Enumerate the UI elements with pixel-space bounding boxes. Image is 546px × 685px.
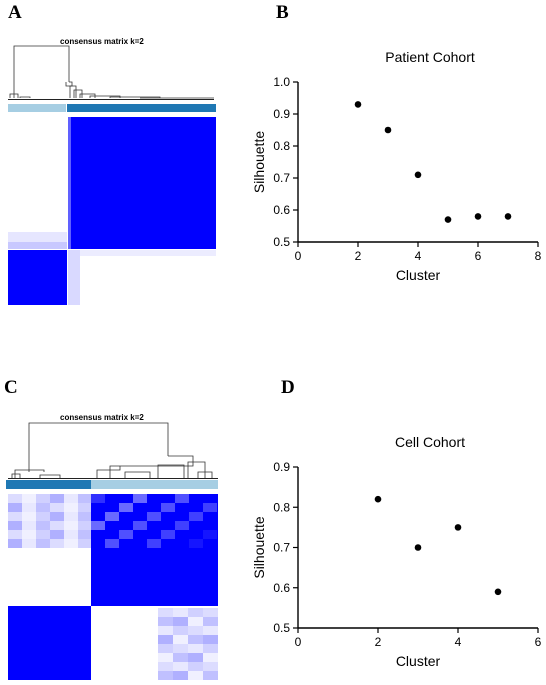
patient-chart-x-tick-label: 6: [475, 249, 482, 263]
cell-chart-point: [414, 544, 422, 551]
cluster-bar-c-light: [91, 480, 218, 489]
cell-chart-y-tick-label: 0.9: [273, 460, 290, 474]
cell-chart-point: [374, 495, 382, 503]
cell-chart-x-tick-label: 4: [455, 635, 462, 649]
consensus-title-a: consensus matrix k=2: [60, 37, 144, 46]
patient-chart-x-tick-label: 4: [415, 249, 422, 263]
cell-chart-x-label: Cluster: [396, 653, 441, 669]
cell-chart-x-tick-label: 6: [535, 635, 542, 649]
patient-chart-point: [354, 101, 362, 108]
consensus-title-c: consensus matrix k=2: [60, 413, 144, 422]
patient-chart-x-tick-label: 2: [355, 249, 362, 263]
cell-chart-y-tick-label: 0.6: [273, 581, 290, 595]
patient-chart-x-tick-label: 0: [295, 249, 302, 263]
patient-chart-title: Patient Cohort: [385, 49, 475, 65]
cell-chart-x-tick-label: 2: [375, 635, 382, 649]
patient-chart-y-label: Silhouette: [251, 131, 267, 193]
panel-label-a: A: [8, 2, 22, 23]
patient-chart-y-tick-label: 0.6: [273, 203, 290, 217]
patient-chart-point: [474, 213, 482, 220]
dendrogram-c: [11, 422, 213, 478]
cluster-bar-c-dark: [6, 480, 91, 489]
cell-chart-y-label: Silhouette: [251, 516, 267, 578]
heatmap-c: [8, 494, 218, 680]
cell-chart-title: Cell Cohort: [395, 434, 465, 450]
cell-chart-point: [494, 588, 502, 596]
patient-chart-point: [444, 216, 452, 223]
patient-chart-y-tick-label: 0.9: [273, 107, 290, 121]
cell-chart-y-tick-label: 0.8: [273, 500, 290, 514]
panel-label-b: B: [276, 2, 289, 23]
heatmap-a: [8, 117, 216, 305]
patient-chart-y-tick-label: 0.7: [273, 171, 290, 185]
patient-chart-y-tick-label: 0.5: [273, 235, 290, 249]
cluster-bar-a-dark: [67, 104, 216, 112]
panel-label-d: D: [281, 377, 295, 398]
patient-chart-point: [384, 126, 392, 134]
cell-chart-y-tick-label: 0.7: [273, 541, 290, 555]
patient-chart-point: [504, 213, 512, 220]
patient-chart-x-tick-label: 8: [535, 249, 542, 263]
patient-chart-y-tick-label: 0.8: [273, 139, 290, 153]
patient-chart-point: [414, 171, 422, 179]
cell-chart-x-tick-label: 0: [295, 635, 302, 649]
dendrogram-a: [9, 45, 214, 99]
cell-chart-point: [454, 524, 462, 531]
panel-label-c: C: [4, 377, 18, 398]
cell-chart-y-tick-label: 0.5: [273, 621, 290, 635]
patient-chart-x-label: Cluster: [396, 267, 441, 283]
patient-chart-y-tick-label: 1.0: [273, 75, 290, 89]
cluster-bar-a-light: [8, 104, 66, 112]
